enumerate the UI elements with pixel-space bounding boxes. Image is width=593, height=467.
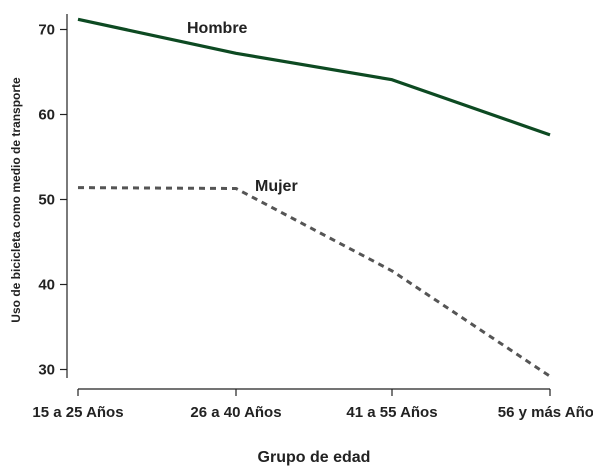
y-tick-label-60: 60 [38,107,55,124]
y-axis: 30 40 50 60 70 [38,14,68,379]
y-tick-label-40: 40 [38,277,55,294]
x-tick-label-56-y-mas-anos: 56 y más Años [498,404,593,421]
x-ticks: 15 a 25 Años 26 a 40 Años 41 a 55 Años 56 y… [32,389,593,421]
y-tick-label-70: 70 [38,22,55,39]
series-labels: Hombre Mujer [187,20,298,195]
y-axis-title: Uso de bicicleta como medio de transport… [9,77,23,323]
series-line-mujer [77,186,551,378]
y-ticks: 30 40 50 60 70 [38,22,67,379]
series-label-mujer: Mujer [255,178,298,195]
y-tick-label-50: 50 [38,192,55,209]
series-lines [77,17,551,378]
y-tick-label-30: 30 [38,362,55,379]
series-line-hombre [77,17,551,137]
x-axis-title: Grupo de edad [258,449,371,466]
x-axis: 15 a 25 Años 26 a 40 Años 41 a 55 Años 56 y… [32,388,593,421]
x-tick-label-15-a-25-anos: 15 a 25 Años [32,404,123,421]
x-tick-label-26-a-40-anos: 26 a 40 Años [190,404,281,421]
series-label-hombre: Hombre [187,20,248,37]
x-tick-label-41-a-55-anos: 41 a 55 Años [346,404,437,421]
